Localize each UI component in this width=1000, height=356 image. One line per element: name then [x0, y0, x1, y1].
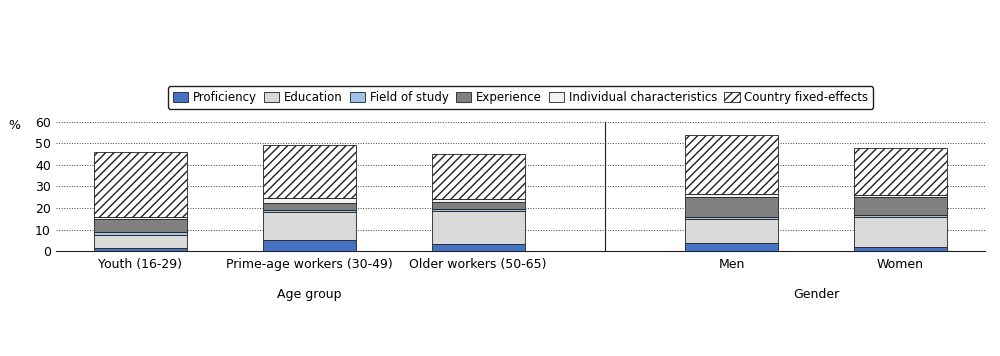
Bar [685, 197, 778, 217]
Bar [263, 210, 356, 213]
Bar [94, 217, 187, 219]
Bar [263, 240, 356, 251]
Bar [854, 148, 947, 195]
Bar [263, 146, 356, 198]
Bar [94, 232, 187, 235]
Bar [432, 211, 525, 244]
Legend: Proficiency, Education, Field of study, Experience, Individual characteristics, : Proficiency, Education, Field of study, … [168, 86, 873, 109]
Bar [685, 194, 778, 197]
Bar [432, 199, 525, 201]
Bar [432, 209, 525, 211]
Text: Gender: Gender [793, 288, 839, 300]
Y-axis label: %: % [8, 119, 20, 132]
Text: Age group: Age group [277, 288, 342, 300]
Bar [854, 197, 947, 215]
Bar [263, 203, 356, 210]
Bar [432, 154, 525, 199]
Bar [94, 248, 187, 251]
Bar [685, 242, 778, 251]
Bar [94, 152, 187, 217]
Bar [263, 213, 356, 240]
Bar [94, 219, 187, 232]
Bar [685, 135, 778, 194]
Bar [263, 198, 356, 203]
Bar [854, 215, 947, 217]
Bar [94, 235, 187, 248]
Bar [685, 217, 778, 219]
Bar [854, 247, 947, 251]
Bar [432, 244, 525, 251]
Bar [685, 219, 778, 242]
Bar [854, 195, 947, 197]
Bar [854, 217, 947, 247]
Bar [432, 201, 525, 209]
